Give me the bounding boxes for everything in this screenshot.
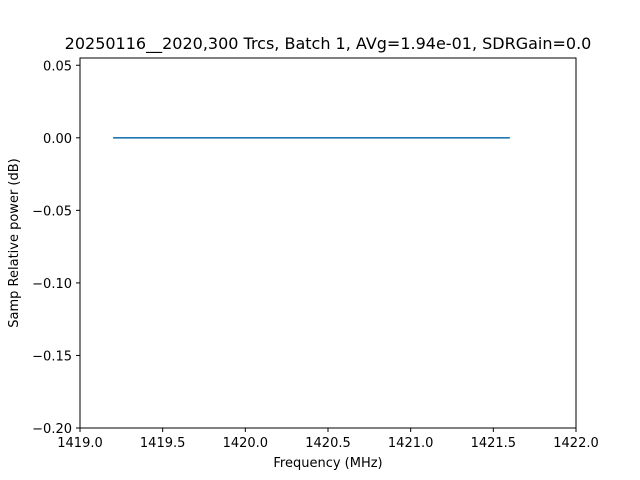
x-tick-label: 1422.0 xyxy=(553,436,599,451)
y-axis-ticks: 0.05 0.00 −0.05 −0.10 −0.15 −0.20 xyxy=(32,59,80,437)
x-tick-label: 1419.0 xyxy=(57,436,103,451)
x-axis-ticks: 1419.0 1419.5 1420.0 1420.5 1421.0 1421.5 1422… xyxy=(57,428,599,451)
y-tick-label: −0.15 xyxy=(32,349,72,364)
chart-title: 20250116__2020,300 Trcs, Batch 1, AVg=1.… xyxy=(65,34,592,54)
x-tick-label: 1421.5 xyxy=(471,436,517,451)
y-tick-label: 0.00 xyxy=(43,132,72,147)
x-tick-label: 1420.0 xyxy=(223,436,269,451)
x-tick-label: 1421.0 xyxy=(388,436,434,451)
y-axis-label: Samp Relative power (dB) xyxy=(7,158,22,327)
y-tick-label: −0.20 xyxy=(32,422,72,437)
plot-frame xyxy=(79,57,577,429)
x-tick-label: 1420.5 xyxy=(305,436,351,451)
x-tick-label: 1419.5 xyxy=(140,436,186,451)
y-tick-label: −0.05 xyxy=(32,204,72,219)
x-axis-label: Frequency (MHz) xyxy=(273,456,382,471)
y-tick-label: −0.10 xyxy=(32,277,72,292)
y-tick-label: 0.05 xyxy=(43,59,72,74)
